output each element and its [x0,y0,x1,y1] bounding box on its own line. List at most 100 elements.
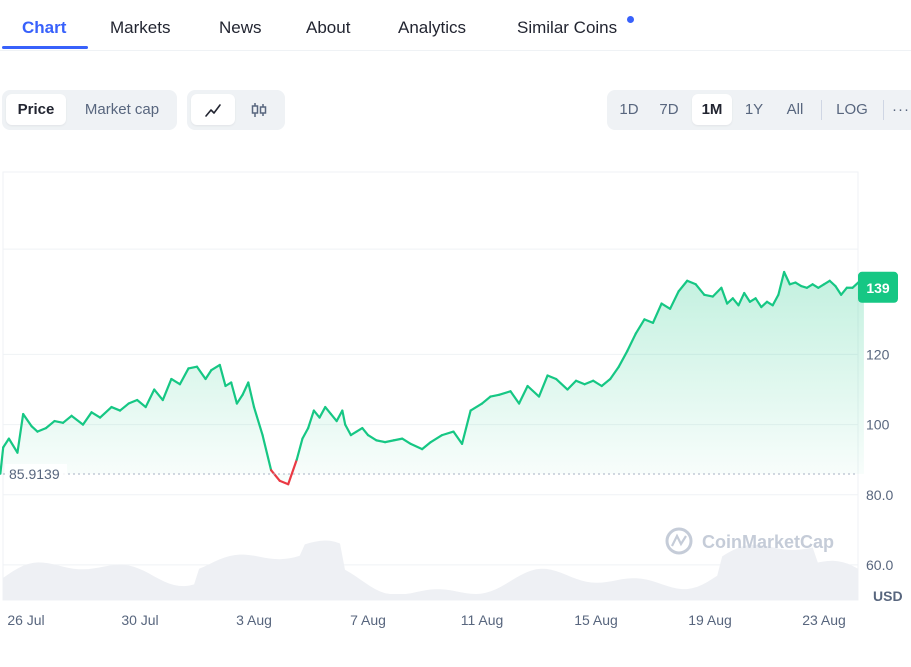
price-point [818,287,819,288]
price-point [62,422,63,423]
price-line-segment [748,297,757,303]
range-1d-button[interactable]: 1D [619,101,639,118]
metric-toggle: Price Market cap [2,90,177,130]
price-point [219,364,220,365]
price-point [695,284,696,285]
price-line-segment [409,442,424,451]
price-point [336,420,337,421]
price-line-segment [61,414,73,424]
price-line-segment [2,437,10,449]
price-line-segment [22,412,33,428]
range-1m-button[interactable]: 1M [692,94,732,125]
price-point [846,287,847,288]
price-line-segment [668,290,680,310]
price-line-segment [127,398,139,405]
line-chart-icon [205,104,221,117]
price-line-segment [136,398,147,409]
price-point [835,285,836,286]
price-point [687,280,688,281]
range-all-button[interactable]: All [786,101,804,118]
price-line-segment [361,426,370,437]
price-line-segment [694,283,706,296]
y-tick-label: 60.0 [866,557,893,573]
price-line-segment [270,469,281,482]
more-icon[interactable]: ··· [892,101,910,118]
price-point [288,484,289,485]
price-point [325,406,326,407]
tab-analytics[interactable]: Analytics [398,18,467,37]
tab-similar-coins[interactable]: Similar Coins [517,18,618,37]
line-chart-button[interactable] [191,94,235,125]
price-line-segment [851,281,860,289]
tab-about[interactable]: About [306,18,351,37]
price-point [470,410,471,411]
price-point [801,285,802,286]
price-line-segment [634,318,646,335]
price-line-segment [583,379,595,386]
baseline-label-bg [5,464,67,484]
x-tick-label: 15 Aug [574,612,618,628]
price-line-segment [247,381,256,409]
price-line-segment [98,405,113,419]
price-line-segment [822,279,831,286]
price-point [778,294,779,295]
price-line-segment [441,430,455,437]
price-line-segment [703,293,714,298]
price-line-segment [344,423,352,437]
price-point [313,410,314,411]
price-point [727,303,728,304]
range-1y-button[interactable]: 1Y [744,101,764,118]
price-line-segment [355,426,364,433]
price-line-segment [626,332,638,353]
price-point [556,378,557,379]
tab-markets[interactable]: Markets [110,18,171,37]
price-point [100,417,101,418]
price-point [422,449,423,450]
price-line-segment [737,291,746,307]
price-area-fill [0,272,864,485]
price-line-segment [526,384,541,398]
current-price-label: 139 [866,280,890,296]
price-point [610,378,611,379]
price-line-segment [301,426,310,440]
range-7d-button[interactable]: 7D [659,101,679,118]
price-point [162,399,163,400]
price-point [829,280,830,281]
price-line-segment [90,411,102,419]
price-point [296,459,297,460]
price-point [538,396,539,397]
price-line-segment [720,286,729,305]
price-point [248,382,249,383]
price-point [661,303,662,304]
tab-news[interactable]: News [219,18,262,37]
price-line-segment [0,446,5,475]
active-tab-indicator [2,46,88,49]
price-point [356,431,357,432]
x-tick-label: 23 Aug [802,612,846,628]
log-scale-button[interactable]: LOG [836,101,868,118]
price-line-segment [307,409,315,430]
price-point [128,403,129,404]
price-line-segment [204,369,213,381]
price-line-segment [295,437,304,461]
price-line-segment [30,425,39,433]
price-point [618,366,619,367]
price-point [31,426,32,427]
price-point [145,406,146,407]
price-line-segment [312,409,321,419]
coinmarketcap-logo-icon [665,527,693,555]
market-cap-button[interactable]: Market cap [84,101,160,118]
price-line-segment [771,293,780,307]
candlestick-button[interactable] [237,94,281,125]
price-line-segment [498,390,512,396]
price-point [54,420,55,421]
tab-chart[interactable]: Chart [22,18,67,37]
price-button[interactable]: Price [6,94,66,125]
price-point [593,380,594,381]
price-line-segment [110,405,122,412]
price-line-segment [81,411,93,426]
price-line-segment [252,405,264,437]
price-line-segment [600,377,612,388]
price-line-segment [782,270,791,286]
